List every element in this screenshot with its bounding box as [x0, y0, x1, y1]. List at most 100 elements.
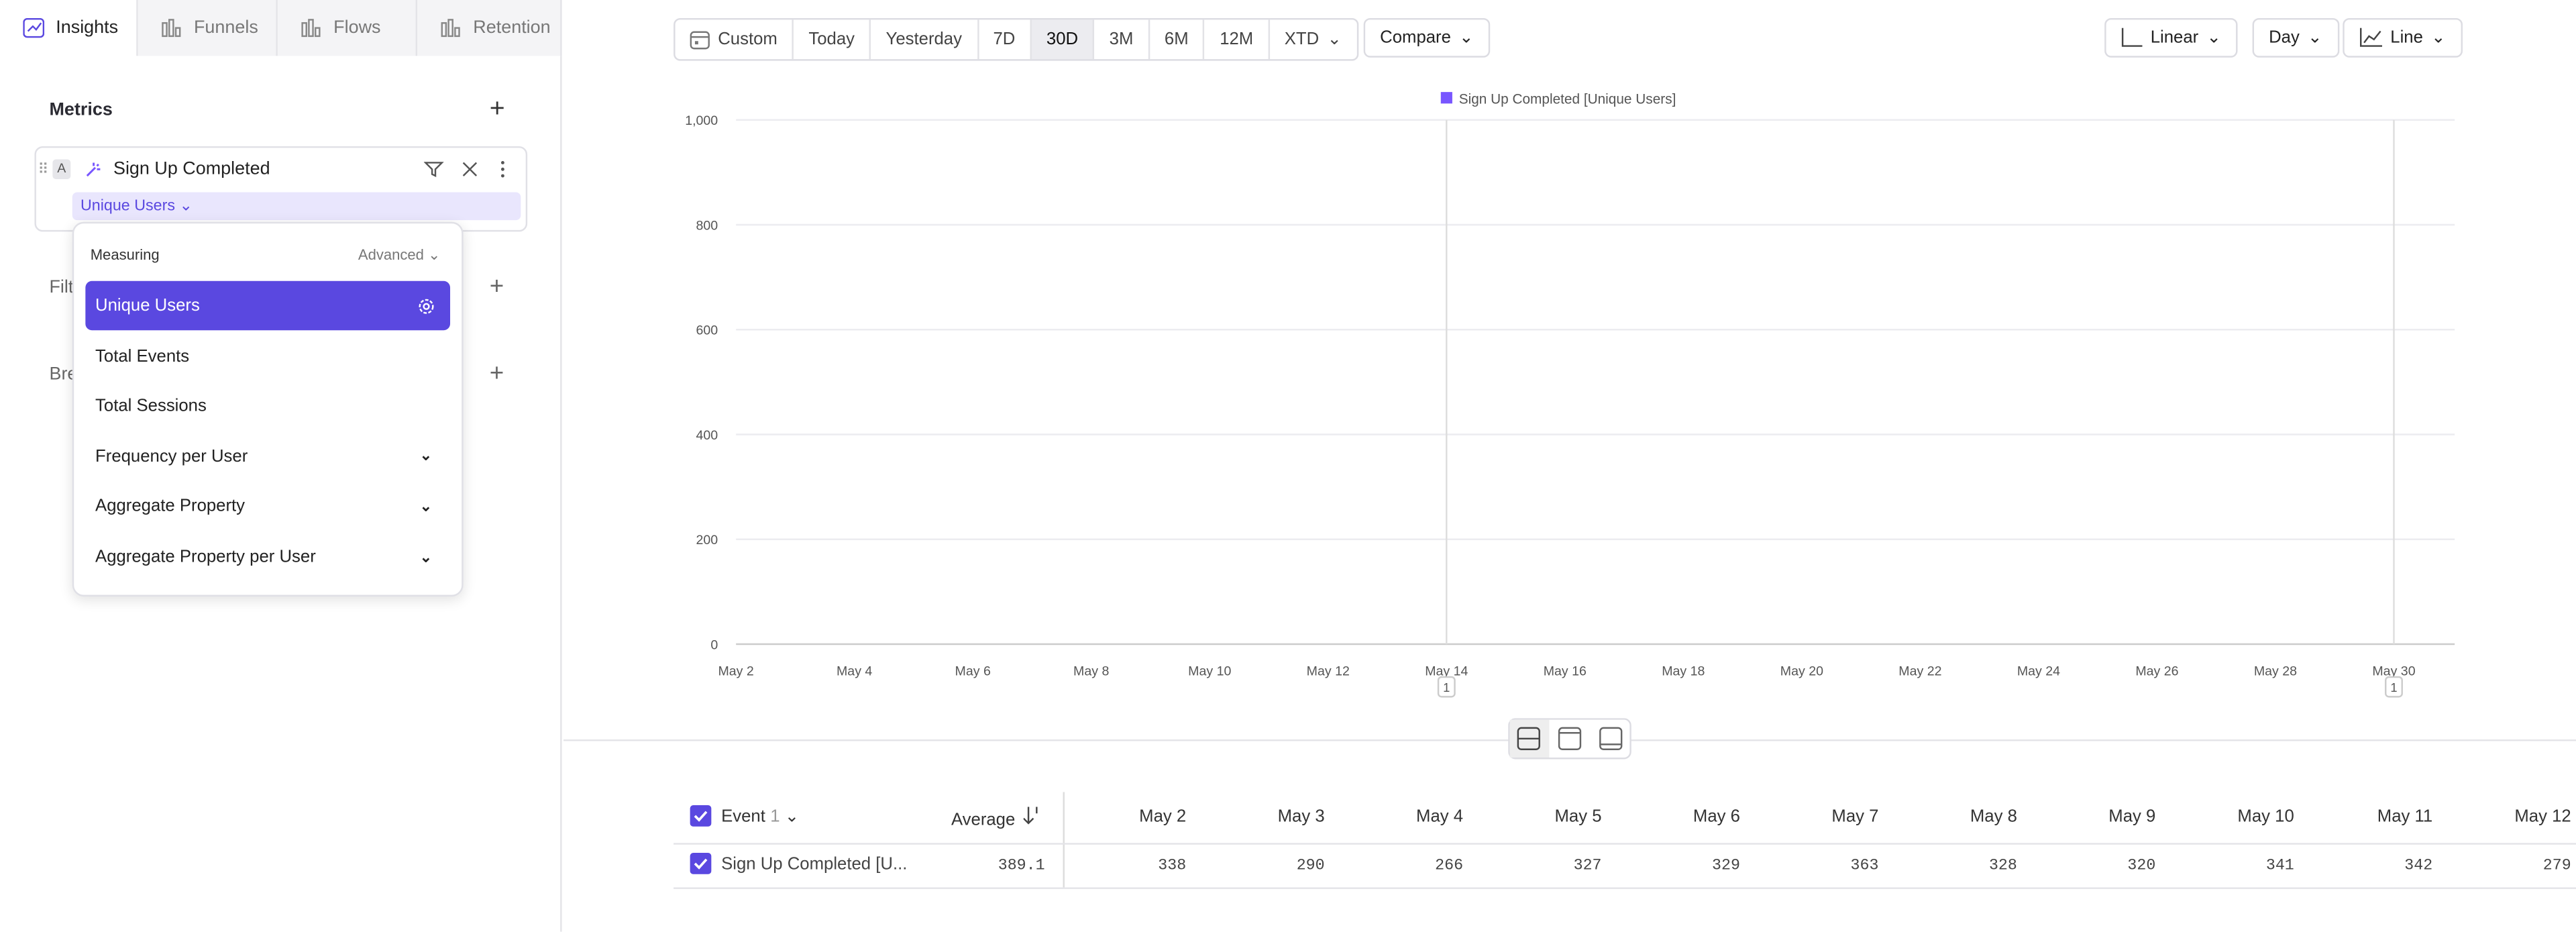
measure-option[interactable]: Total Events: [85, 331, 450, 380]
tab[interactable]: Insights: [0, 0, 138, 56]
tab[interactable]: Retention: [417, 0, 562, 56]
calendar-icon: [690, 31, 710, 50]
range-button[interactable]: XTD ⌄: [1284, 30, 1342, 50]
range-button[interactable]: 7D: [978, 19, 1032, 60]
range-button[interactable]: Today: [794, 19, 871, 60]
tab[interactable]: Flows: [277, 0, 418, 56]
row-value: 342: [2404, 856, 2433, 874]
range-button[interactable]: 6M: [1150, 19, 1205, 60]
average-label: Average: [951, 810, 1016, 830]
measure-option[interactable]: Aggregate Property per User ⌄: [85, 532, 450, 581]
tab-label: Funnels: [193, 17, 258, 38]
y-tick-label: 800: [696, 218, 718, 233]
range-button[interactable]: 3M: [1095, 19, 1150, 60]
checkbox: [690, 853, 712, 874]
mode-select[interactable]: Advanced ⌄: [358, 246, 441, 263]
x-tick-label: May 30: [2372, 664, 2415, 679]
row-value: 327: [1573, 856, 1602, 874]
range-button[interactable]: 12M: [1205, 19, 1270, 60]
add-filter[interactable]: +: [489, 272, 504, 301]
event-count: 1: [770, 807, 780, 827]
tab[interactable]: Funnels: [138, 0, 278, 56]
gear-icon: [419, 298, 434, 313]
range-button[interactable]: Yesterday: [871, 19, 979, 60]
row-value: 363: [1850, 856, 1879, 874]
expand-chevron: ⌄: [419, 497, 433, 515]
column-header: May 11: [2377, 807, 2433, 827]
range-label: 3M: [1109, 30, 1134, 50]
legend-label: Sign Up Completed [Unique Users]: [1459, 91, 1676, 107]
metrics-title: Metrics: [49, 100, 113, 120]
x-tick-label: May 24: [2017, 664, 2060, 679]
range-label: 6M: [1164, 30, 1189, 50]
column-header: May 6: [1693, 807, 1740, 827]
add-metric[interactable]: +: [489, 95, 505, 123]
add-breakdown[interactable]: +: [489, 360, 504, 388]
range-label: 7D: [993, 30, 1016, 50]
measure-option[interactable]: Frequency per User ⌄: [85, 432, 450, 481]
x-tick-label: May 2: [718, 664, 753, 679]
checkbox: [690, 805, 712, 827]
x-tick-label: May 12: [1307, 664, 1350, 679]
option-label: Total Sessions: [95, 396, 207, 417]
sidebar: [0, 0, 562, 932]
measure-option[interactable]: Total Sessions: [85, 382, 450, 431]
scale-icon: [2121, 28, 2143, 47]
view-toggle[interactable]: [1508, 718, 1631, 760]
average-header[interactable]: Average: [951, 807, 1040, 830]
x-tick-label: May 18: [1662, 664, 1705, 679]
row-rule: [674, 887, 2576, 889]
annotation-badge: [1437, 676, 1456, 698]
compare-button[interactable]: Compare ⌄: [1363, 17, 1491, 58]
y-tick-label: 0: [710, 637, 718, 652]
x-tick-label: May 16: [1544, 664, 1587, 679]
row-value: 341: [2265, 856, 2294, 874]
range-button[interactable]: 30D: [1031, 19, 1095, 60]
tab-label: Retention: [473, 17, 551, 38]
drag-handle[interactable]: ⠿: [38, 161, 49, 178]
chart-kind-button[interactable]: Line ⌄: [2343, 17, 2463, 58]
measure-chip[interactable]: Unique Users ⌄: [72, 192, 521, 221]
range-label: XTD: [1284, 30, 1320, 50]
expand-chevron: ⌄: [419, 447, 433, 464]
annotation-label: 1: [2390, 680, 2397, 694]
scale-button[interactable]: Linear ⌄: [2104, 17, 2238, 58]
x-tick-label: May 22: [1898, 664, 1941, 679]
event-header[interactable]: Event 1 ⌄: [721, 807, 800, 827]
metric-actions[interactable]: [423, 160, 516, 179]
range-button[interactable]: Custom: [676, 19, 794, 60]
interval-button[interactable]: Day ⌄: [2252, 17, 2339, 58]
expand-chevron: ⌄: [419, 548, 433, 565]
annotation-badge: [2385, 676, 2403, 698]
option-label: Unique Users: [95, 295, 200, 316]
y-tick-label: 200: [696, 533, 718, 548]
range-label: 12M: [1220, 30, 1254, 50]
dropdown-title: Measuring: [90, 246, 160, 263]
option-label: Aggregate Property per User: [95, 547, 316, 567]
column-header: May 9: [2108, 807, 2156, 827]
row-value: 328: [1988, 856, 2017, 874]
y-tick-label: 600: [696, 323, 718, 338]
range-label: 30D: [1046, 30, 1079, 50]
row-value: 290: [1296, 856, 1325, 874]
tab-icon: [441, 19, 460, 38]
tab-label: Insights: [56, 17, 119, 38]
range-label: Yesterday: [885, 30, 962, 50]
measure-option[interactable]: Aggregate Property ⌄: [85, 482, 450, 531]
metric-name[interactable]: Sign Up Completed: [113, 159, 270, 179]
measure-option[interactable]: Unique Users: [85, 280, 451, 331]
x-tick-label: May 4: [837, 664, 872, 679]
column-header: May 3: [1277, 807, 1325, 827]
column-header: May 4: [1416, 807, 1464, 827]
row-value: 279: [2542, 856, 2571, 874]
row-name: Sign Up Completed [U...: [721, 854, 908, 874]
legend-swatch: [1440, 92, 1452, 104]
chart-kind-label: Line: [2390, 28, 2423, 48]
interval-label: Day: [2269, 28, 2300, 48]
column-header: May 10: [2237, 807, 2294, 827]
tab-icon: [162, 19, 181, 38]
range-group: Custom Today Yesterday 7D 30D 3M 6M 12M XTD ⌄: [674, 17, 1358, 61]
row-value: 338: [1158, 856, 1187, 874]
